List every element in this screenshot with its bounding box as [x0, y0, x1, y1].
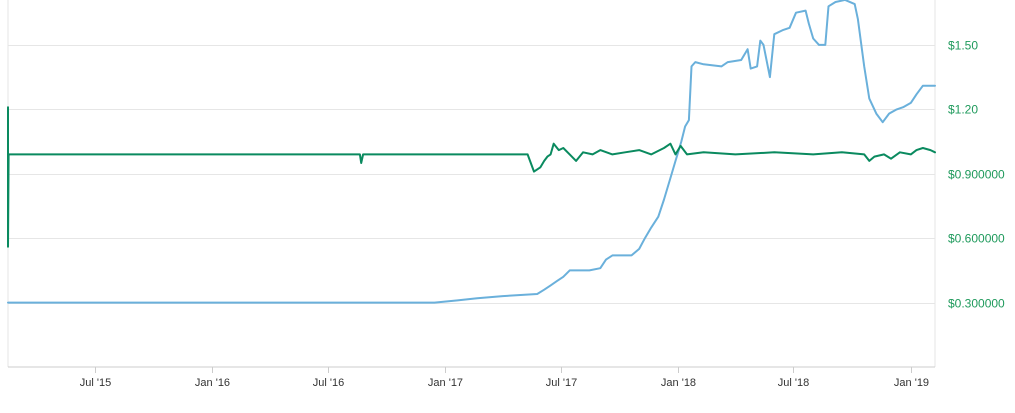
- x-tick-label: Jul '17: [546, 377, 577, 389]
- y-tick-label: $1.20: [948, 103, 978, 117]
- x-tick-label: Jul '18: [778, 377, 809, 389]
- y-tick-label: $0.900000: [948, 168, 1005, 182]
- y-tick-label: $1.50: [948, 39, 978, 53]
- x-tick-label: Jan '19: [894, 377, 929, 389]
- x-tick-label: Jan '16: [195, 377, 230, 389]
- y-axis-ticks: $0.300000 $0.600000 $0.900000 $1.20 $1.50: [948, 39, 1005, 311]
- gridlines: [7, 0, 936, 367]
- x-tick-label: Jan '17: [428, 377, 463, 389]
- x-tick-label: Jan '18: [661, 377, 696, 389]
- y-tick-label: $0.300000: [948, 297, 1005, 311]
- x-axis-ticks: Jul '15 Jan '16 Jul '16 Jan '17 Jul '17 Jan '…: [80, 367, 929, 389]
- y-tick-label: $0.600000: [948, 232, 1005, 246]
- series-line-1: [7, 0, 936, 304]
- x-tick-label: Jul '16: [313, 377, 344, 389]
- x-tick-label: Jul '15: [80, 377, 111, 389]
- series-line-2: [7, 106, 936, 248]
- series-lines: [7, 0, 936, 304]
